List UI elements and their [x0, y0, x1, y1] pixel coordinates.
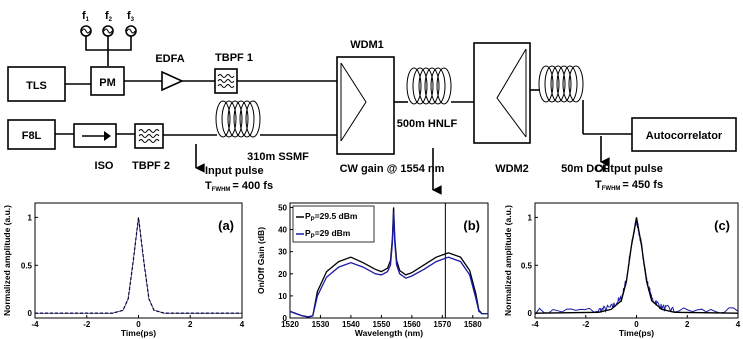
edfa-label: EDFA: [155, 53, 184, 65]
x-tick-label: 1540: [342, 320, 360, 329]
x-tick-label: 1570: [433, 320, 451, 329]
wdm1-block: [336, 56, 395, 155]
isolator-arrowhead-icon: [104, 131, 111, 141]
series-line: [534, 217, 739, 314]
x-tick-label: 1560: [403, 320, 421, 329]
x-tick-label: -4: [531, 320, 539, 329]
wdm2-block: [473, 42, 531, 144]
wdm1-label: WDM1: [350, 39, 384, 51]
pm-label: PM: [99, 77, 116, 89]
y-axis-label: Normalized amplitude (a.u.): [2, 205, 12, 316]
rf-source-3-icon: [125, 25, 137, 37]
tls-label: TLS: [26, 80, 47, 92]
x-tick-label: 1530: [312, 320, 330, 329]
panel-label: (c): [714, 218, 730, 233]
x-tick-label: -2: [83, 320, 91, 329]
x-axis-label: Wavelength (nm): [355, 328, 423, 338]
input-fwhm-label: TFWHM = 400 fs: [205, 180, 273, 193]
filter-icon: [138, 129, 160, 143]
rf-feed-lines: [85, 36, 132, 66]
y-tick-label: 1: [528, 213, 533, 222]
x-tick-label: 0: [136, 320, 141, 329]
wdm2-label: WDM2: [495, 163, 529, 175]
series-line: [289, 211, 488, 318]
x-axis-label: Time(ps): [619, 328, 654, 338]
x-tick-label: 1520: [281, 320, 299, 329]
y-tick-label: 50: [278, 203, 287, 212]
chart-panel-c: -4 -2 0 2 4 0 0.5 1 Time(ps) Normalized amplitude…: [503, 202, 741, 338]
x-tick-label: 1580: [464, 320, 482, 329]
x-tick-label: -2: [582, 320, 590, 329]
freq-1-label: f1: [82, 10, 90, 23]
autocorrelator-label: Autocorrelator: [646, 130, 723, 142]
y-axis-label: Normalized amplitude (a.u.): [503, 205, 513, 316]
tbpf1-label: TBPF 1: [215, 52, 253, 64]
y-tick-label: 0.5: [21, 261, 33, 270]
ssmf-label: 310m SSMF: [247, 151, 309, 163]
series-line-outline: [35, 217, 242, 314]
x-tick-label: 4: [736, 320, 741, 329]
setup-diagram: f1 f2 f3 TLS PM EDFA TBPF 1: [7, 10, 737, 195]
x-tick-label: 4: [240, 320, 245, 329]
y-tick-label: 0: [28, 309, 33, 318]
tls-block: [7, 66, 66, 102]
y-tick-label: 40: [278, 226, 287, 235]
ssmf-coil-icon: [215, 100, 261, 138]
chart-panel-b: 1520 1530 1540 1550 1560 1570 1580 0 10 20 30 40 50 W…: [256, 202, 489, 338]
panel-label: (a): [218, 218, 234, 233]
y-tick-label: 0.5: [521, 261, 533, 270]
x-tick-label: 2: [685, 320, 690, 329]
f8l-label: F8L: [22, 130, 42, 142]
x-tick-label: 1550: [372, 320, 390, 329]
legend-box: [292, 205, 375, 243]
input-pulse-label: Input pulse: [205, 165, 264, 177]
filter-icon: [217, 74, 235, 88]
y-tick-label: 0: [528, 309, 533, 318]
legend-entry: PP=29 dBm: [305, 228, 351, 240]
y-tick-label: 20: [278, 270, 287, 279]
tbpf2-block: [134, 123, 164, 149]
chart-panel-a: -4 -2 0 2 4 0 0.5 1 Time(ps) Normalized amplitude…: [2, 202, 245, 338]
iso-label: ISO: [95, 160, 114, 172]
y-axis-label: On/Off Gain (dB): [256, 227, 266, 294]
autocorrelator-block: [631, 117, 737, 152]
output-pulse-label: Output pulse: [595, 163, 663, 175]
rf-source-1-icon: [80, 25, 92, 37]
legend-entry: PP=29.5 dBm: [305, 211, 358, 223]
y-tick-label: 10: [278, 292, 287, 301]
freq-2-label: f2: [105, 10, 113, 23]
x-tick-label: 2: [188, 320, 193, 329]
x-tick-label: 0: [634, 320, 639, 329]
hnlf-label: 500m HNLF: [397, 118, 458, 130]
dcf-coil-icon: [538, 65, 584, 103]
rf-source-2-icon: [102, 25, 114, 37]
tbpf2-label: TBPF 2: [132, 160, 170, 172]
wdm-coupler-icon: [496, 48, 527, 138]
edfa-amplifier-icon: [161, 70, 184, 92]
y-tick-label: 30: [278, 248, 287, 257]
y-tick-label: 0: [283, 314, 288, 323]
x-tick-label: -4: [31, 320, 39, 329]
cw-gain-label: CW gain @ 1554 nm: [340, 163, 445, 175]
output-fwhm-label: TFWHM = 450 fs: [595, 179, 663, 192]
freq-3-label: f3: [127, 10, 135, 23]
y-tick-label: 1: [28, 213, 33, 222]
x-axis-label: Time(ps): [121, 328, 156, 338]
dcf-label: 50m DCF: [561, 163, 609, 175]
rf-sources: f1 f2 f3: [80, 10, 137, 66]
wdm-coupler-icon: [340, 62, 367, 142]
hnlf-coil-icon: [406, 67, 452, 105]
panel-label: (b): [463, 218, 480, 233]
